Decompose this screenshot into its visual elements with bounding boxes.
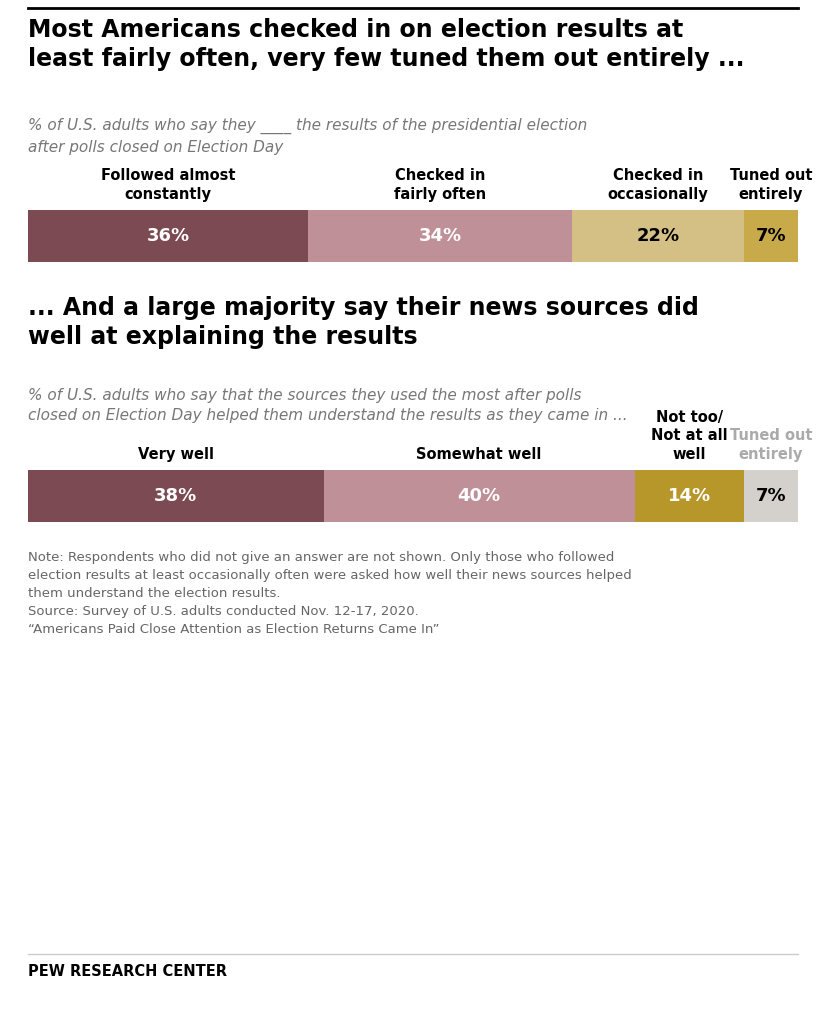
Text: Followed almost
constantly: Followed almost constantly xyxy=(101,168,235,202)
Bar xyxy=(743,210,798,262)
Bar xyxy=(308,210,572,262)
Bar xyxy=(743,470,798,522)
Text: 7%: 7% xyxy=(756,487,786,505)
Text: Somewhat well: Somewhat well xyxy=(416,447,542,462)
Text: 38%: 38% xyxy=(154,487,197,505)
Text: Not too/
Not at all
well: Not too/ Not at all well xyxy=(651,409,728,462)
Text: Checked in
occasionally: Checked in occasionally xyxy=(608,168,709,202)
Text: Tuned out
entirely: Tuned out entirely xyxy=(729,429,812,462)
Text: Most Americans checked in on election results at
least fairly often, very few tu: Most Americans checked in on election re… xyxy=(28,18,744,71)
Text: PEW RESEARCH CENTER: PEW RESEARCH CENTER xyxy=(28,964,227,979)
Text: 36%: 36% xyxy=(146,227,189,245)
Text: 34%: 34% xyxy=(419,227,462,245)
Bar xyxy=(634,470,743,522)
Text: 22%: 22% xyxy=(637,227,680,245)
Bar xyxy=(324,470,634,522)
Bar xyxy=(28,210,308,262)
Bar xyxy=(28,470,324,522)
Text: Very well: Very well xyxy=(138,447,214,462)
Text: ... And a large majority say their news sources did
well at explaining the resul: ... And a large majority say their news … xyxy=(28,295,699,349)
Text: 14%: 14% xyxy=(667,487,710,505)
Text: Tuned out
entirely: Tuned out entirely xyxy=(729,168,812,202)
Text: Checked in
fairly often: Checked in fairly often xyxy=(394,168,487,202)
Text: 40%: 40% xyxy=(458,487,501,505)
Text: % of U.S. adults who say they ____ the results of the presidential election
afte: % of U.S. adults who say they ____ the r… xyxy=(28,118,587,155)
Text: % of U.S. adults who say that the sources they used the most after polls
closed : % of U.S. adults who say that the source… xyxy=(28,388,628,424)
Text: 7%: 7% xyxy=(756,227,786,245)
Text: Note: Respondents who did not give an answer are not shown. Only those who follo: Note: Respondents who did not give an an… xyxy=(28,551,632,636)
Bar xyxy=(572,210,743,262)
